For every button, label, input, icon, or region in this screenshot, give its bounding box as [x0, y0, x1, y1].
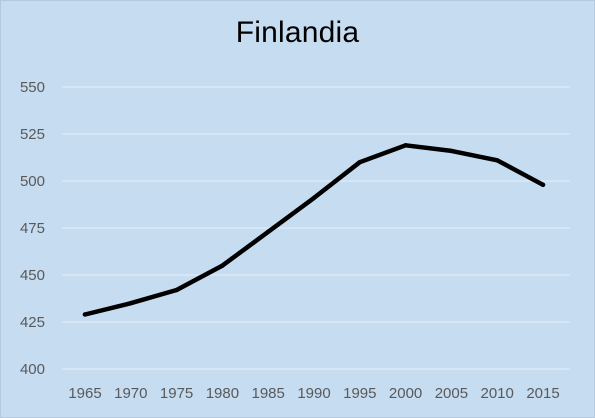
series-line-0 — [82, 143, 546, 317]
x-tick-label-1975: 1975 — [160, 385, 193, 402]
y-tick-label-525: 525 — [20, 126, 45, 143]
x-tick-label-2015: 2015 — [526, 385, 559, 402]
data-point-1970 — [128, 301, 133, 306]
x-tick-label-2000: 2000 — [389, 385, 422, 402]
y-tick-label-500: 500 — [20, 173, 45, 190]
y-tick-label-400: 400 — [20, 361, 45, 378]
y-tick-label-450: 450 — [20, 267, 45, 284]
data-point-1975 — [174, 287, 179, 293]
x-tick-label-1965: 1965 — [68, 385, 101, 402]
data-point-1980 — [220, 263, 225, 268]
data-point-2000 — [403, 143, 408, 148]
x-tick-label-1995: 1995 — [343, 385, 376, 402]
x-tick-label-1970: 1970 — [114, 385, 147, 402]
x-tick-label-1990: 1990 — [297, 385, 330, 402]
chart-title: Finlandia — [235, 16, 360, 49]
data-point-1990 — [311, 195, 317, 201]
data-point-1965 — [82, 312, 88, 317]
x-tick-label-1980: 1980 — [206, 385, 239, 402]
data-point-2015 — [540, 182, 546, 187]
data-point-2010 — [495, 158, 500, 163]
x-tick-label-2010: 2010 — [481, 385, 514, 402]
y-tick-label-425: 425 — [20, 314, 45, 331]
x-tick-label-1985: 1985 — [252, 385, 285, 402]
y-tick-label-550: 550 — [20, 79, 45, 96]
y-tick-label-475: 475 — [20, 220, 45, 237]
data-point-2005 — [449, 148, 454, 154]
data-point-1985 — [266, 229, 271, 234]
x-tick-label-2005: 2005 — [435, 385, 468, 402]
data-point-1995 — [357, 160, 362, 165]
